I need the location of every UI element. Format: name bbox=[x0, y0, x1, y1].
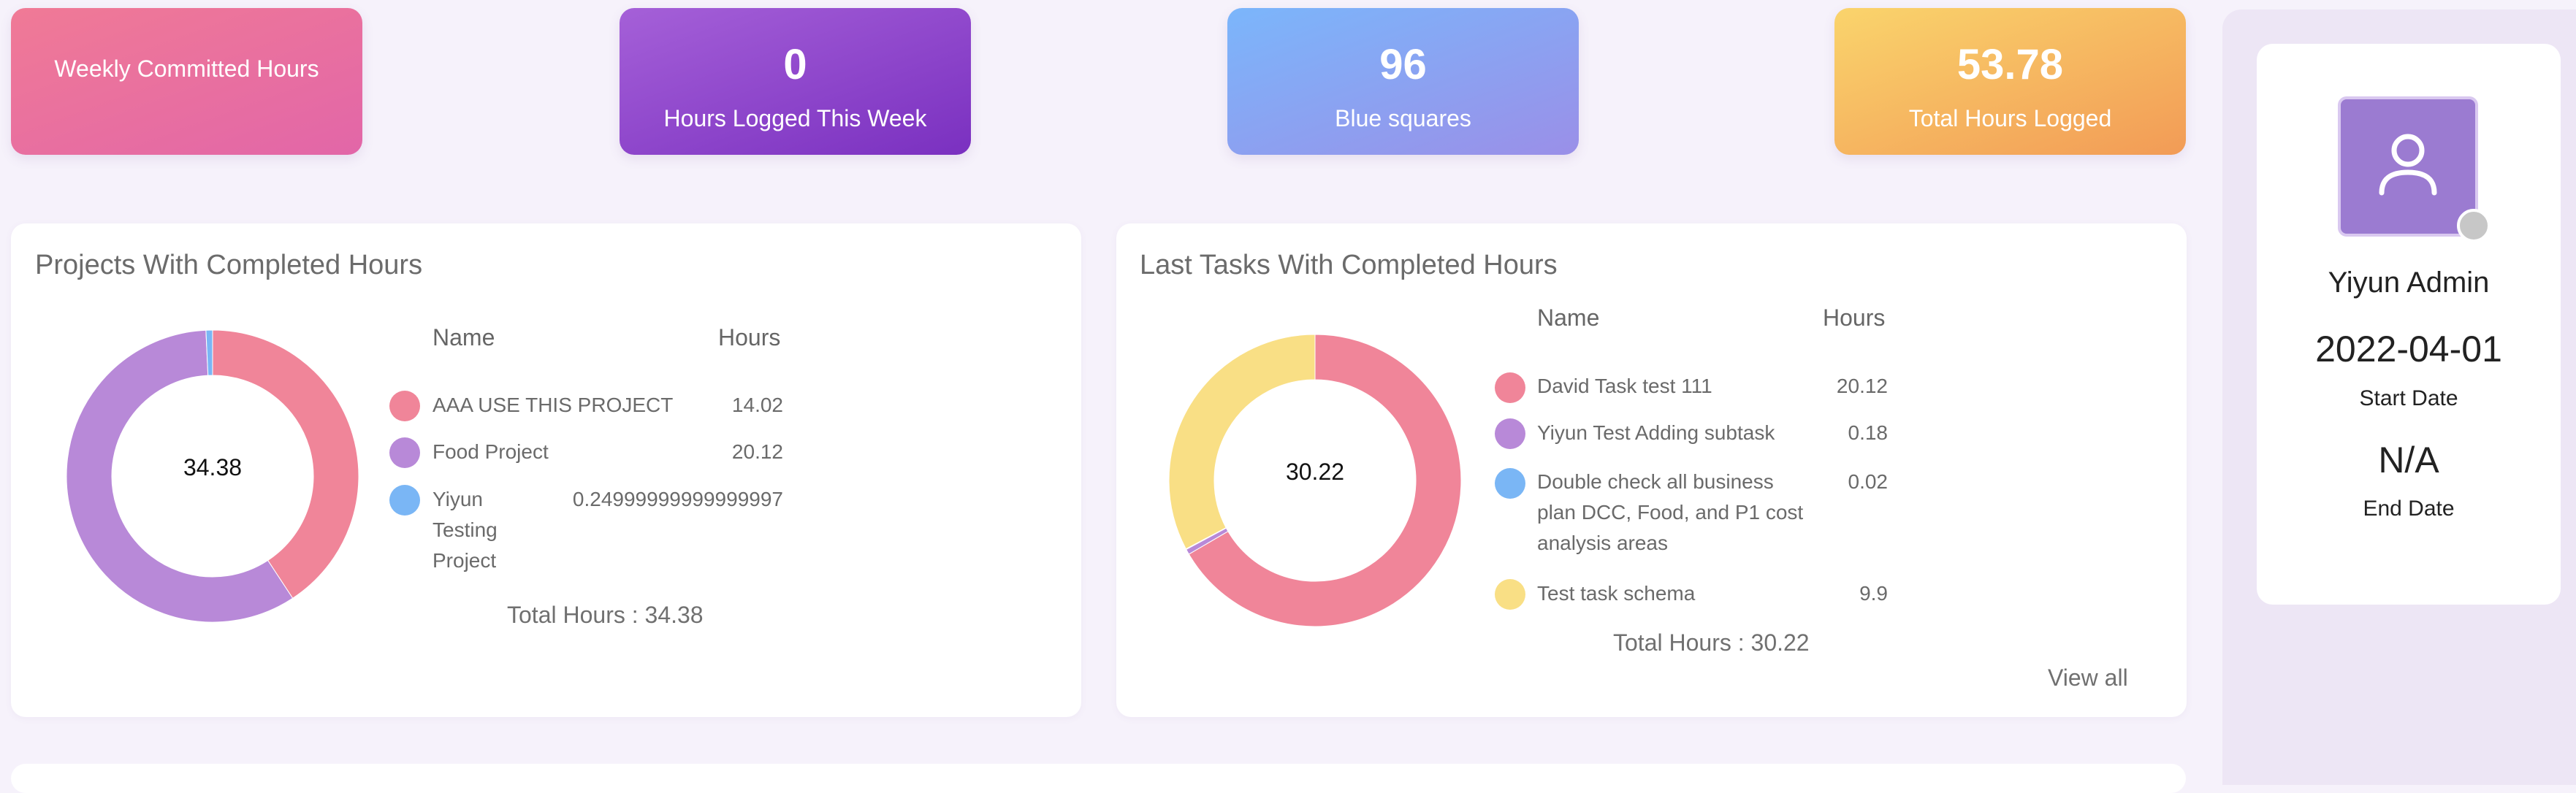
profile-card: Yiyun Admin 2022-04-01 Start Date N/A En… bbox=[2257, 44, 2561, 605]
end-date-value: N/A bbox=[2378, 440, 2439, 480]
weekly-committed-hours-card: Weekly Committed Hours bbox=[11, 8, 362, 155]
weekly-committed-hours-label: Weekly Committed Hours bbox=[54, 55, 319, 82]
tasks-legend-dot bbox=[1495, 468, 1525, 499]
tasks-legend-hours: 0.18 bbox=[1848, 421, 1889, 444]
tasks-legend-name-line: Double check all business bbox=[1537, 470, 1774, 493]
tasks-donut-slice[interactable] bbox=[1168, 334, 1316, 550]
projects-donut-slice[interactable] bbox=[205, 329, 213, 376]
blue-squares-card[interactable]: 96 Blue squares bbox=[1227, 8, 1579, 155]
projects-legend-hours: 14.02 bbox=[731, 394, 783, 416]
user-icon bbox=[2379, 134, 2437, 196]
tasks-chart-center-value: 30.22 bbox=[1285, 459, 1345, 485]
tasks-legend-name-line: analysis areas bbox=[1537, 532, 1668, 554]
projects-total-hours: Total Hours : 34.38 bbox=[507, 602, 704, 628]
projects-legend-dot bbox=[389, 437, 420, 468]
tasks-legend-name: Yiyun Test Adding subtask bbox=[1537, 421, 1775, 444]
projects-card: Projects With Completed Hours 34.38 Name… bbox=[11, 223, 1081, 717]
total-hours-logged-card: 53.78 Total Hours Logged bbox=[1834, 8, 2186, 155]
tasks-card-title: Last Tasks With Completed Hours bbox=[1140, 250, 1558, 280]
hours-logged-week-value: 0 bbox=[783, 41, 807, 88]
tasks-legend-dot bbox=[1495, 372, 1525, 403]
blue-squares-value: 96 bbox=[1379, 41, 1427, 88]
tasks-legend-name: Test task schema bbox=[1537, 582, 1696, 605]
projects-legend-name: Food Project bbox=[432, 440, 549, 463]
tasks-hours-header: Hours bbox=[1823, 304, 1886, 331]
total-hours-logged-label: Total Hours Logged bbox=[1908, 105, 2112, 131]
projects-donut-chart bbox=[66, 329, 359, 623]
projects-legend-name-line: Testing bbox=[432, 518, 498, 541]
projects-chart-center-value: 34.38 bbox=[183, 454, 243, 480]
projects-legend-hours: 20.12 bbox=[731, 440, 783, 463]
hours-logged-week-card: 0 Hours Logged This Week bbox=[620, 8, 971, 155]
start-date-label: Start Date bbox=[2359, 386, 2458, 410]
tasks-legend-name: David Task test 111 bbox=[1537, 375, 1712, 397]
tasks-legend-name-line: plan DCC, Food, and P1 cost bbox=[1537, 501, 1804, 524]
hours-logged-week-label: Hours Logged This Week bbox=[663, 105, 927, 131]
tasks-legend-hours: 9.9 bbox=[1859, 582, 1888, 605]
tasks-legend-hours: 20.12 bbox=[1836, 375, 1888, 397]
projects-card-title: Projects With Completed Hours bbox=[35, 250, 423, 280]
bottom-card bbox=[11, 764, 2186, 793]
tasks-legend-dot bbox=[1495, 579, 1525, 610]
total-hours-logged-value: 53.78 bbox=[1956, 41, 2064, 88]
avatar[interactable] bbox=[2338, 96, 2478, 237]
projects-hours-header: Hours bbox=[718, 324, 781, 350]
status-dot bbox=[2457, 209, 2491, 242]
tasks-card: Last Tasks With Completed Hours 30.22 Na… bbox=[1116, 223, 2187, 717]
projects-donut-slice[interactable] bbox=[212, 329, 359, 599]
projects-name-header: Name bbox=[432, 324, 495, 350]
tasks-total-hours: Total Hours : 30.22 bbox=[1613, 629, 1810, 656]
blue-squares-label: Blue squares bbox=[1335, 105, 1471, 131]
projects-legend-hours: 0.24999999999999997 bbox=[572, 488, 783, 510]
projects-donut-slice[interactable] bbox=[66, 329, 294, 623]
view-all-link[interactable]: View all bbox=[2048, 664, 2128, 691]
projects-legend-dot bbox=[389, 391, 420, 421]
start-date-value: 2022-04-01 bbox=[2315, 329, 2502, 369]
projects-legend-name-line: Yiyun bbox=[432, 488, 484, 510]
projects-legend-name-line: Project bbox=[432, 549, 497, 572]
tasks-legend-dot bbox=[1495, 418, 1525, 449]
tasks-name-header: Name bbox=[1537, 304, 1600, 331]
tasks-donut-chart bbox=[1168, 334, 1462, 627]
tasks-legend-hours: 0.02 bbox=[1848, 470, 1889, 493]
tasks-donut-slice[interactable] bbox=[1188, 334, 1462, 627]
end-date-label: End Date bbox=[2363, 497, 2455, 521]
profile-name: Yiyun Admin bbox=[2328, 267, 2490, 299]
projects-legend-dot bbox=[389, 485, 420, 516]
projects-legend-name: AAA USE THIS PROJECT bbox=[432, 394, 674, 416]
